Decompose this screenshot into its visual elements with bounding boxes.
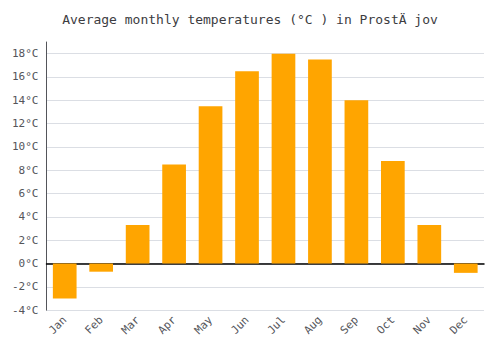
svg-text:8°C: 8°C: [19, 164, 39, 177]
svg-text:Mar: Mar: [119, 313, 142, 336]
svg-text:12°C: 12°C: [12, 117, 39, 130]
svg-text:18°C: 18°C: [12, 47, 39, 60]
svg-text:Jun: Jun: [228, 314, 251, 337]
svg-text:Feb: Feb: [83, 314, 106, 337]
svg-text:Aug: Aug: [301, 314, 324, 337]
svg-text:6°C: 6°C: [19, 187, 39, 200]
svg-text:10°C: 10°C: [12, 140, 39, 153]
svg-text:Oct: Oct: [374, 314, 397, 337]
svg-text:2°C: 2°C: [19, 234, 39, 247]
svg-text:Sep: Sep: [338, 314, 361, 337]
svg-text:-2°C: -2°C: [12, 280, 39, 293]
svg-text:-4°C: -4°C: [12, 304, 39, 317]
svg-text:Jan: Jan: [46, 314, 69, 337]
svg-text:4°C: 4°C: [19, 210, 39, 223]
svg-text:May: May: [192, 313, 215, 336]
svg-text:Nov: Nov: [411, 313, 434, 336]
svg-text:Average monthly temperatures (: Average monthly temperatures (°C ) in Pr…: [62, 12, 438, 27]
svg-text:16°C: 16°C: [12, 70, 39, 83]
svg-text:0°C: 0°C: [19, 257, 39, 270]
svg-text:Dec: Dec: [447, 314, 470, 337]
svg-text:Apr: Apr: [155, 313, 178, 336]
svg-text:14°C: 14°C: [12, 94, 39, 107]
svg-text:Jul: Jul: [265, 314, 288, 337]
